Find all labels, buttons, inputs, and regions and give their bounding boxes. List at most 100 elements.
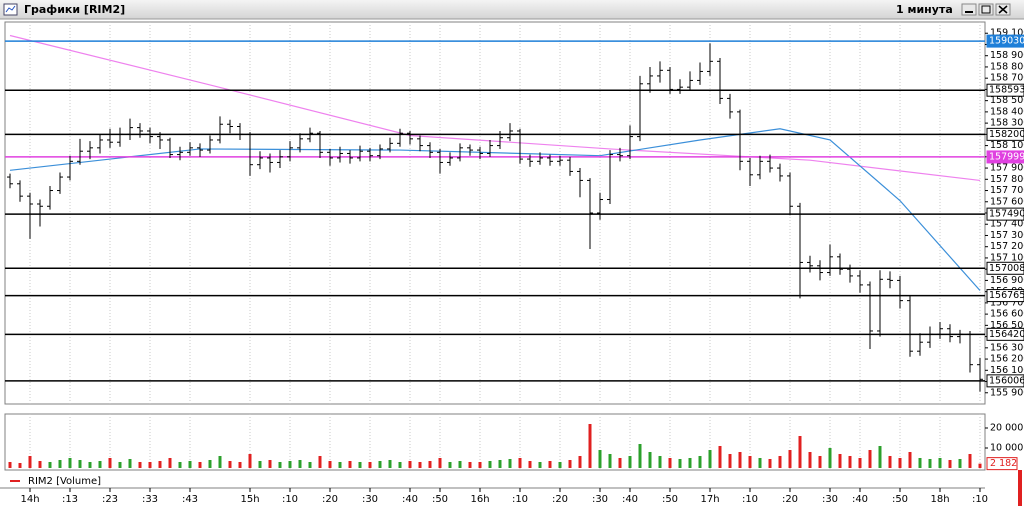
x-tick-label: 18h	[930, 494, 949, 505]
volume-bar	[508, 459, 512, 468]
level-label-box	[986, 127, 1024, 141]
y-tick-label: 157 200	[990, 241, 1024, 252]
level-label-box	[986, 207, 1024, 221]
x-tick-label: :10	[972, 494, 988, 505]
volume-bar	[548, 461, 552, 468]
volume-bar	[438, 458, 442, 468]
level-label-box	[986, 83, 1024, 97]
volume-bar	[758, 458, 762, 468]
moving-average	[9, 128, 981, 291]
level-label: 159030.	[989, 36, 1024, 47]
volume-bar	[408, 461, 412, 468]
volume-bar	[978, 463, 982, 468]
x-tick-label: :10	[742, 494, 758, 505]
maximize-glyph	[981, 5, 991, 14]
y-tick-label: 157 300	[990, 230, 1024, 241]
level-label: 157008.	[989, 263, 1024, 274]
volume-bar	[738, 452, 742, 468]
volume-bar	[458, 461, 462, 468]
volume-bar	[18, 463, 22, 468]
timeframe[interactable]: 1 минута	[896, 3, 953, 16]
scroll-indicator[interactable]	[1018, 470, 1022, 506]
volume-bar	[858, 458, 862, 468]
y-tick-label: 157 100	[990, 252, 1024, 263]
plot-layer: 14h:13:23:33:43 15h:10:20:30:40:50 16h:10:…	[5, 22, 1024, 505]
y-tick-label: 158 100	[990, 140, 1024, 151]
volume-bar	[258, 461, 262, 468]
volume-bar	[498, 460, 502, 468]
y-tick-label: 156 100	[990, 365, 1024, 376]
level-label: 157999.	[989, 151, 1024, 162]
volume-bar	[328, 461, 332, 468]
volume-bar	[388, 460, 392, 468]
window-icon-glyph	[5, 5, 16, 13]
volume-bar	[668, 458, 672, 468]
volume-bar	[28, 456, 32, 468]
volume-current-label: 2 182	[990, 458, 1017, 469]
level-label: 156420.	[989, 329, 1024, 340]
x-tick-label: :40	[852, 494, 868, 505]
x-tick-label: 15h	[240, 494, 259, 505]
y-tick-label: 156 200	[990, 354, 1024, 365]
volume-bar	[268, 460, 272, 468]
volume-bar	[378, 461, 382, 468]
y-tick-label: 158 300	[990, 118, 1024, 129]
volume-bar	[778, 456, 782, 468]
volume-bar	[678, 459, 682, 468]
maximize-button[interactable]	[978, 3, 994, 16]
volume-bar	[868, 450, 872, 468]
volume-bar	[188, 461, 192, 468]
volume-bar	[148, 462, 152, 468]
volume-bar	[308, 462, 312, 468]
y-tick-label: 158 700	[990, 73, 1024, 84]
x-tick-label: :30	[592, 494, 608, 505]
level-label-box	[986, 289, 1024, 303]
volume-bar	[118, 462, 122, 468]
moving-average	[9, 34, 981, 182]
level-label: 156006.	[989, 375, 1024, 386]
level-label: 158593.	[989, 85, 1024, 96]
volume-bar	[108, 458, 112, 468]
volume-bar	[8, 462, 12, 468]
y-tick-label: 156 600	[990, 309, 1024, 320]
volume-bar	[348, 461, 352, 468]
y-tick-label: 158 400	[990, 106, 1024, 117]
volume-bar	[448, 462, 452, 468]
volume-bar	[468, 462, 472, 468]
volume-bar	[798, 436, 802, 468]
level-label-box	[986, 374, 1024, 388]
volume-bar	[818, 456, 822, 468]
volume-bar	[568, 460, 572, 468]
y-tick-label: 158 900	[990, 50, 1024, 61]
volume-bar	[228, 461, 232, 468]
x-tick-label: :33	[142, 494, 158, 505]
volume-bar	[208, 460, 212, 468]
price-pane	[4, 21, 986, 405]
volume-bar	[278, 462, 282, 468]
x-tick-label: :30	[822, 494, 838, 505]
volume-bar	[298, 460, 302, 468]
volume-bar	[728, 454, 732, 468]
minimize-button[interactable]	[961, 3, 977, 16]
volume-bar	[608, 454, 612, 468]
x-tick-label: :40	[402, 494, 418, 505]
close-glyph	[998, 5, 1008, 14]
volume-bar	[518, 458, 522, 468]
volume-bar	[178, 462, 182, 468]
y-tick-label: 157 600	[990, 196, 1024, 207]
volume-bar	[88, 462, 92, 468]
volume-bar	[398, 462, 402, 468]
volume-bar	[888, 456, 892, 468]
volume-bar	[928, 459, 932, 468]
volume-bar	[708, 450, 712, 468]
volume-bar	[58, 460, 62, 468]
x-tick-label: :10	[512, 494, 528, 505]
volume-bar	[648, 452, 652, 468]
x-tick-label: :50	[432, 494, 448, 505]
volume-bar	[488, 461, 492, 468]
x-tick-label: :40	[622, 494, 638, 505]
volume-bar	[838, 454, 842, 468]
volume-bar	[628, 456, 632, 468]
volume-bar	[478, 462, 482, 468]
